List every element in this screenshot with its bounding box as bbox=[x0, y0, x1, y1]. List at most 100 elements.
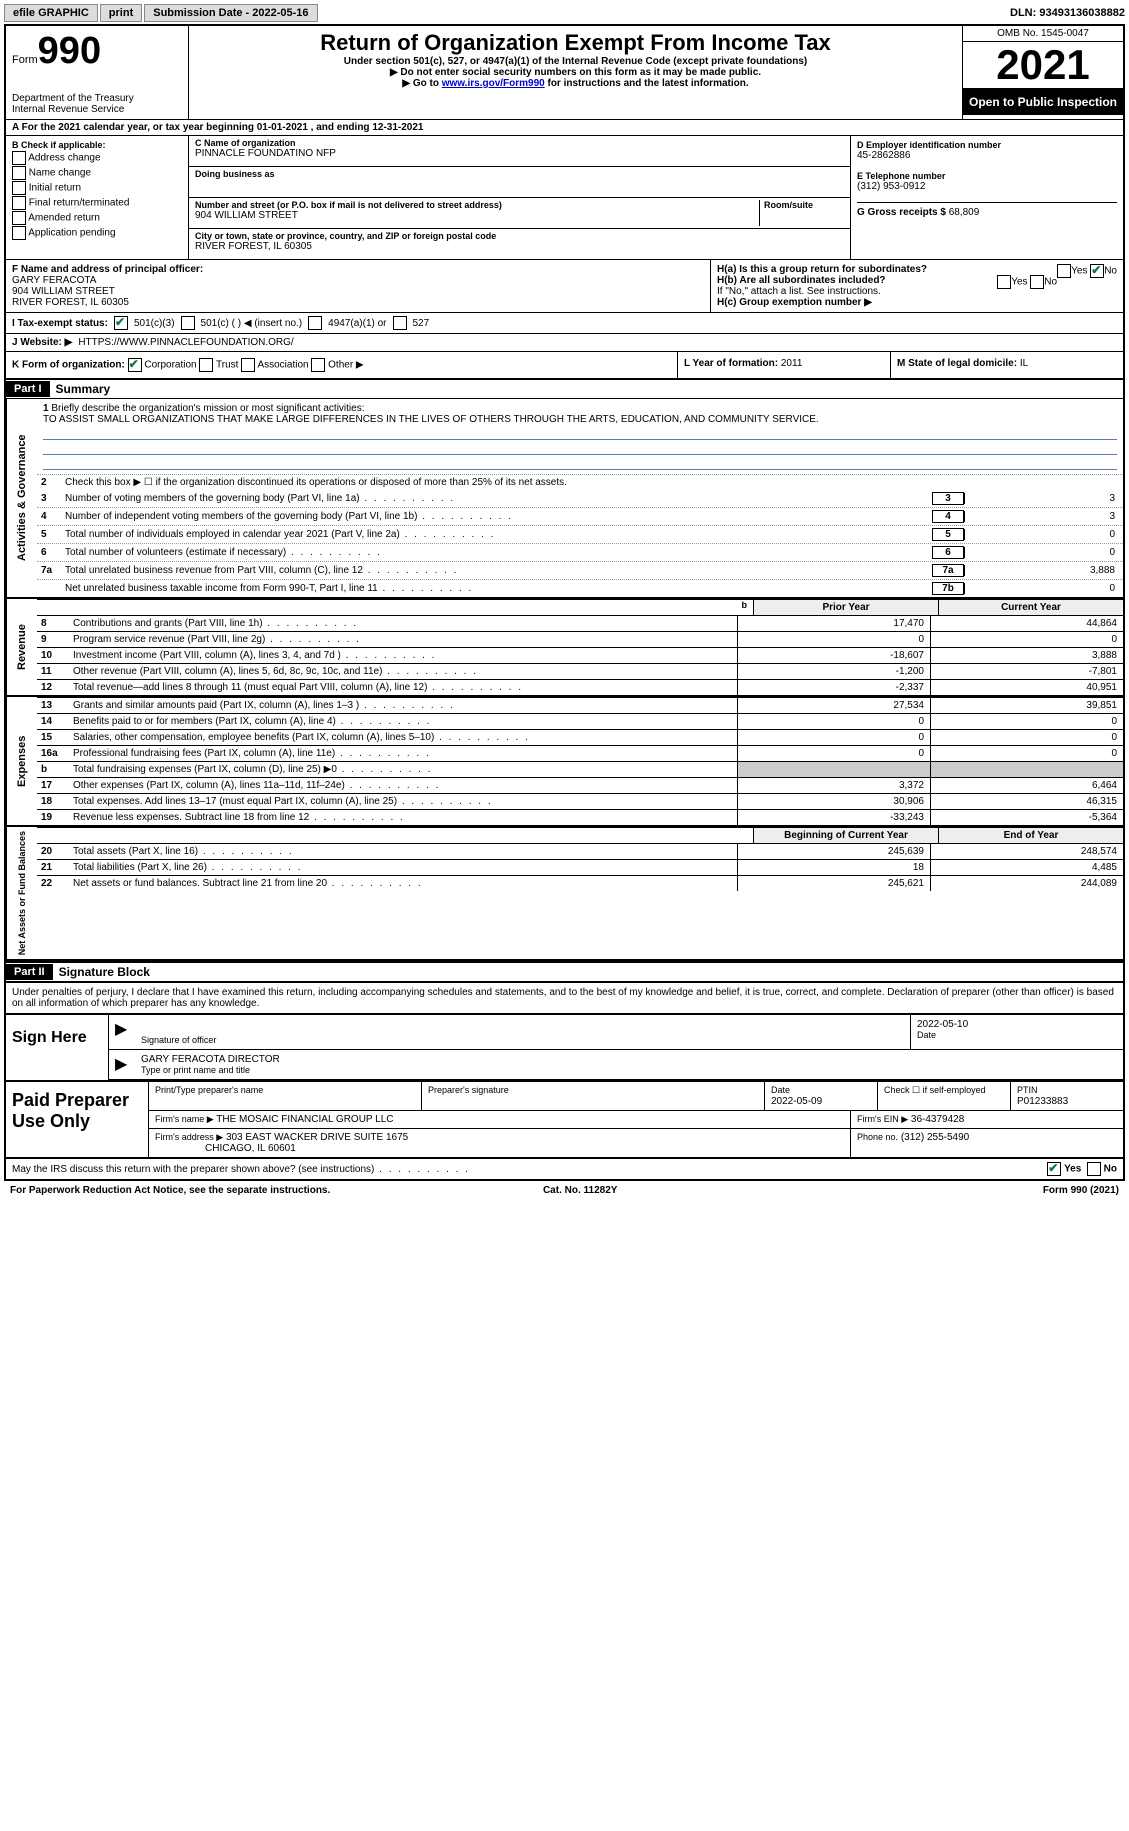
arrow-icon: ▶ bbox=[109, 1050, 135, 1079]
ha-yes[interactable] bbox=[1057, 264, 1071, 278]
print-name-label: Print/Type preparer's name bbox=[155, 1085, 415, 1095]
summary-line-7a: 7aTotal unrelated business revenue from … bbox=[37, 561, 1123, 579]
tab-expenses: Expenses bbox=[6, 697, 37, 825]
section-b-label: B Check if applicable: bbox=[12, 140, 182, 150]
data-row-22: 22Net assets or fund balances. Subtract … bbox=[37, 875, 1123, 891]
data-row-b: bTotal fundraising expenses (Part IX, co… bbox=[37, 761, 1123, 777]
efile-label: efile GRAPHIC bbox=[4, 4, 98, 22]
row-m: M State of legal domicile: IL bbox=[891, 352, 1123, 378]
note2-post: for instructions and the latest informat… bbox=[545, 78, 749, 89]
data-row-14: 14Benefits paid to or for members (Part … bbox=[37, 713, 1123, 729]
cat-no: Cat. No. 11282Y bbox=[543, 1185, 617, 1196]
check-self-employed[interactable]: Check ☐ if self-employed bbox=[878, 1082, 1011, 1110]
check-initial-return[interactable]: Initial return bbox=[12, 181, 182, 195]
opt-527[interactable] bbox=[393, 316, 407, 330]
check-address-change[interactable]: Address change bbox=[12, 151, 182, 165]
data-row-9: 9Program service revenue (Part VIII, lin… bbox=[37, 631, 1123, 647]
col-prior-year: Prior Year bbox=[753, 600, 938, 615]
firm-ein-label: Firm's EIN ▶ bbox=[857, 1114, 908, 1124]
col-end-year: End of Year bbox=[938, 828, 1123, 843]
part2-title: Signature Block bbox=[53, 963, 156, 981]
firm-name: THE MOSAIC FINANCIAL GROUP LLC bbox=[216, 1114, 393, 1125]
tab-governance: Activities & Governance bbox=[6, 399, 37, 597]
hb-no[interactable] bbox=[1030, 275, 1044, 289]
gross-value: 68,809 bbox=[949, 207, 980, 218]
irs-label: Internal Revenue Service bbox=[12, 104, 182, 115]
form-title: Return of Organization Exempt From Incom… bbox=[195, 30, 956, 56]
line-2: Check this box ▶ ☐ if the organization d… bbox=[65, 477, 1119, 488]
submission-date: Submission Date - 2022-05-16 bbox=[144, 4, 317, 22]
paperwork-notice: For Paperwork Reduction Act Notice, see … bbox=[10, 1185, 330, 1196]
phone-label: Phone no. bbox=[857, 1132, 898, 1142]
opt-4947[interactable] bbox=[308, 316, 322, 330]
opt-501c3[interactable] bbox=[114, 316, 128, 330]
ein-label: D Employer identification number bbox=[857, 140, 1117, 150]
dba-label: Doing business as bbox=[195, 169, 844, 179]
tab-revenue: Revenue bbox=[6, 599, 37, 695]
tel-value: (312) 953-0912 bbox=[857, 181, 1117, 192]
opt-other[interactable] bbox=[311, 358, 325, 372]
hc-label: H(c) Group exemption number ▶ bbox=[717, 297, 1117, 308]
firm-city: CHICAGO, IL 60601 bbox=[205, 1143, 296, 1154]
col-begin-year: Beginning of Current Year bbox=[753, 828, 938, 843]
firm-addr: 303 EAST WACKER DRIVE SUITE 1675 bbox=[226, 1132, 408, 1143]
prep-sig-label: Preparer's signature bbox=[428, 1085, 758, 1095]
tax-exempt-label: I Tax-exempt status: bbox=[12, 318, 108, 329]
declaration-text: Under penalties of perjury, I declare th… bbox=[6, 982, 1123, 1013]
type-name-label: Type or print name and title bbox=[141, 1065, 1117, 1075]
paid-preparer-label: Paid Preparer Use Only bbox=[6, 1082, 148, 1157]
section-c: C Name of organization PINNACLE FOUNDATI… bbox=[189, 136, 851, 259]
summary-line-7b: Net unrelated business taxable income fr… bbox=[37, 579, 1123, 597]
summary-line-6: 6Total number of volunteers (estimate if… bbox=[37, 543, 1123, 561]
opt-corp[interactable] bbox=[128, 358, 142, 372]
sig-date: 2022-05-10 bbox=[917, 1019, 1117, 1030]
open-inspection: Open to Public Inspection bbox=[963, 89, 1123, 115]
row-l: L Year of formation: 2011 bbox=[678, 352, 891, 378]
opt-trust[interactable] bbox=[199, 358, 213, 372]
data-row-13: 13Grants and similar amounts paid (Part … bbox=[37, 697, 1123, 713]
tel-label: E Telephone number bbox=[857, 171, 1117, 181]
ptin-label: PTIN bbox=[1017, 1085, 1038, 1095]
summary-line-5: 5Total number of individuals employed in… bbox=[37, 525, 1123, 543]
opt-assoc[interactable] bbox=[241, 358, 255, 372]
data-row-15: 15Salaries, other compensation, employee… bbox=[37, 729, 1123, 745]
check-final-return[interactable]: Final return/terminated bbox=[12, 196, 182, 210]
part2-tag: Part II bbox=[6, 964, 53, 980]
data-row-10: 10Investment income (Part VIII, column (… bbox=[37, 647, 1123, 663]
form-note-1: ▶ Do not enter social security numbers o… bbox=[195, 67, 956, 78]
gross-label: G Gross receipts $ bbox=[857, 207, 946, 218]
print-button[interactable]: print bbox=[100, 4, 142, 22]
dept-treasury: Department of the Treasury bbox=[12, 93, 182, 104]
officer-printed-name: GARY FERACOTA DIRECTOR bbox=[141, 1054, 1117, 1065]
firm-ein: 36-4379428 bbox=[911, 1114, 964, 1125]
section-f: F Name and address of principal officer:… bbox=[6, 260, 711, 312]
ha-label: H(a) Is this a group return for subordin… bbox=[717, 264, 927, 275]
org-address: 904 WILLIAM STREET bbox=[195, 210, 759, 221]
section-d: D Employer identification number 45-2862… bbox=[851, 136, 1123, 259]
part1-title: Summary bbox=[50, 380, 117, 398]
firm-phone: (312) 255-5490 bbox=[901, 1132, 969, 1143]
sign-here-label: Sign Here bbox=[6, 1015, 109, 1080]
date-label: Date bbox=[917, 1030, 1117, 1040]
check-application-pending[interactable]: Application pending bbox=[12, 226, 182, 240]
hb-label: H(b) Are all subordinates included? bbox=[717, 275, 886, 286]
dln: DLN: 93493136038882 bbox=[1010, 7, 1125, 19]
discuss-no[interactable] bbox=[1087, 1162, 1101, 1176]
check-name-change[interactable]: Name change bbox=[12, 166, 182, 180]
discuss-yes[interactable] bbox=[1047, 1162, 1061, 1176]
hb-yes[interactable] bbox=[997, 275, 1011, 289]
irs-link[interactable]: www.irs.gov/Form990 bbox=[442, 78, 545, 89]
data-row-20: 20Total assets (Part X, line 16)245,6392… bbox=[37, 843, 1123, 859]
arrow-icon: ▶ bbox=[109, 1015, 135, 1049]
discuss-label: May the IRS discuss this return with the… bbox=[12, 1164, 470, 1175]
addr-label: Number and street (or P.O. box if mail i… bbox=[195, 200, 759, 210]
note2-pre: ▶ Go to bbox=[402, 78, 441, 89]
officer-label: F Name and address of principal officer: bbox=[12, 264, 203, 275]
ha-no[interactable] bbox=[1090, 264, 1104, 278]
form-subtitle: Under section 501(c), 527, or 4947(a)(1)… bbox=[195, 56, 956, 67]
prep-date-label: Date bbox=[771, 1085, 790, 1095]
check-amended-return[interactable]: Amended return bbox=[12, 211, 182, 225]
ein-value: 45-2862886 bbox=[857, 150, 1117, 161]
col-current-year: Current Year bbox=[938, 600, 1123, 615]
opt-501c[interactable] bbox=[181, 316, 195, 330]
